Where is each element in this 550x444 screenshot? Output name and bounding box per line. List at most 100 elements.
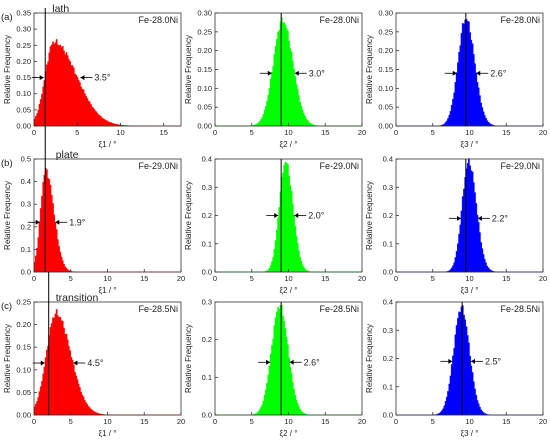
y-axis-label: Relative Frequency: [3, 181, 12, 250]
y-tick-label: 0.0: [383, 411, 393, 420]
histogram-area: [33, 167, 181, 273]
y-tick-label: 0.20: [197, 46, 212, 55]
x-tick-label: 0: [394, 128, 398, 137]
fwhm-arrowhead-right: [476, 70, 481, 76]
x-tick-label: 5: [431, 274, 435, 283]
x-tick-label: 20: [539, 128, 547, 137]
y-tick-label: 0.25: [378, 27, 393, 36]
x-tick-label: 10: [116, 128, 124, 137]
y-tick-label: 0.30: [16, 25, 31, 34]
row-label: (b): [1, 158, 13, 169]
y-tick-label: 0.1: [383, 382, 393, 391]
histogram-area: [396, 18, 543, 127]
y-axis-label: Relative Frequency: [365, 181, 374, 250]
fwhm-arrowhead-left: [448, 358, 453, 364]
x-tick-label: 10: [103, 274, 111, 283]
fwhm-arrowhead-right: [80, 75, 85, 81]
panel-title: Fe-29.0Ni: [138, 161, 178, 171]
histogram-area: [396, 158, 543, 273]
fwhm-label: 2.6°: [490, 68, 507, 78]
x-tick-label: 20: [177, 274, 185, 283]
y-tick-label: 0.20: [16, 320, 31, 329]
x-tick-label: 5: [250, 417, 254, 426]
x-tick-label: 5: [431, 417, 435, 426]
y-tick-label: 0.2: [202, 335, 212, 344]
y-tick-label: 0.4: [383, 155, 393, 164]
morphology-tag: transition: [56, 292, 99, 304]
y-tick-label: 0.0: [383, 268, 393, 277]
x-tick-label: 5: [75, 128, 79, 137]
fwhm-arrowhead-left: [266, 359, 271, 365]
fwhm-arrowhead-left: [267, 70, 272, 76]
y-tick-label: 0.10: [378, 84, 393, 93]
x-tick-label: 20: [539, 274, 547, 283]
y-tick-label: 0.20: [378, 46, 393, 55]
fwhm-label: 2.5°: [485, 356, 502, 366]
x-axis-label: ξ3 / °: [461, 140, 479, 149]
x-tick-label: 15: [502, 274, 510, 283]
fwhm-arrowhead-right: [55, 219, 60, 225]
x-tick-label: 0: [213, 417, 217, 426]
fwhm-label: 2.2°: [492, 213, 509, 223]
y-tick-label: 0.0: [21, 268, 31, 277]
x-axis-label: ξ2 / °: [280, 286, 298, 295]
y-tick-label: 0.30: [378, 9, 393, 18]
x-axis-label: ξ3 / °: [461, 286, 479, 295]
morphology-tag: lath: [52, 3, 69, 15]
fwhm-arrowhead-left: [39, 75, 44, 81]
y-tick-label: 0.00: [197, 122, 212, 131]
x-tick-label: 15: [160, 128, 168, 137]
x-tick-label: 5: [69, 274, 73, 283]
y-tick-label: 0.4: [202, 155, 212, 164]
y-tick-label: 0.30: [197, 9, 212, 18]
fwhm-arrowhead-left: [35, 219, 40, 225]
histogram-area: [33, 309, 181, 416]
x-axis-label: ξ1 / °: [99, 140, 117, 149]
x-tick-label: 15: [140, 274, 148, 283]
y-axis-label: Relative Frequency: [3, 35, 12, 104]
chart-panel: 0 5 10 15 20 0.0 0.1 0.2 0.3 0.4 Relative Frequenc…: [365, 155, 547, 296]
y-tick-label: 0.2: [202, 211, 212, 220]
x-tick-label: 0: [32, 128, 36, 137]
fwhm-arrowhead-left: [452, 70, 457, 76]
y-tick-label: 0.4: [21, 177, 31, 186]
morphology-tag: plate: [56, 149, 79, 161]
fwhm-label: 1.9°: [69, 217, 86, 227]
fwhm-arrowhead-right: [294, 70, 299, 76]
x-axis-label: ξ1 / °: [99, 286, 117, 295]
chart-panel: 0 5 10 15 20 0.0 0.1 0.2 0.3 Relative Frequency ξ2…: [184, 298, 366, 439]
x-tick-label: 0: [213, 128, 217, 137]
panel-title: Fe-28.0Ni: [500, 15, 540, 25]
fwhm-arrowhead-left: [40, 360, 45, 366]
y-tick-label: 0.4: [383, 298, 393, 307]
y-tick-label: 0.00: [16, 411, 31, 420]
y-tick-label: 0.2: [383, 211, 393, 220]
y-tick-label: 0.15: [16, 73, 31, 82]
y-axis-label: Relative Frequency: [184, 324, 193, 393]
x-tick-label: 10: [284, 417, 292, 426]
fwhm-arrowhead-left: [274, 213, 279, 218]
y-tick-label: 0.00: [378, 122, 393, 131]
fwhm-label: 3.5°: [94, 73, 111, 83]
x-tick-label: 5: [431, 128, 435, 137]
histogram-area: [396, 305, 543, 416]
fwhm-label: 4.5°: [87, 358, 104, 368]
x-tick-label: 15: [502, 417, 510, 426]
y-tick-label: 0.3: [383, 326, 393, 335]
y-axis-label: Relative Frequency: [184, 181, 193, 250]
x-axis-label: ξ1 / °: [99, 429, 117, 438]
y-tick-label: 0.25: [16, 298, 31, 307]
y-tick-label: 0.3: [202, 298, 212, 307]
x-tick-label: 0: [32, 417, 36, 426]
y-tick-label: 0.10: [16, 365, 31, 374]
y-tick-label: 0.20: [16, 57, 31, 66]
fwhm-arrowhead-right: [73, 360, 78, 366]
y-tick-label: 0.1: [21, 245, 31, 254]
panel-title: Fe-28.0Ni: [319, 15, 359, 25]
y-tick-label: 0.00: [16, 122, 31, 131]
y-tick-label: 0.1: [383, 239, 393, 248]
fwhm-arrowhead-right: [294, 213, 299, 218]
x-tick-label: 0: [213, 274, 217, 283]
x-tick-label: 20: [358, 274, 366, 283]
fwhm-label: 2.6°: [304, 357, 321, 367]
